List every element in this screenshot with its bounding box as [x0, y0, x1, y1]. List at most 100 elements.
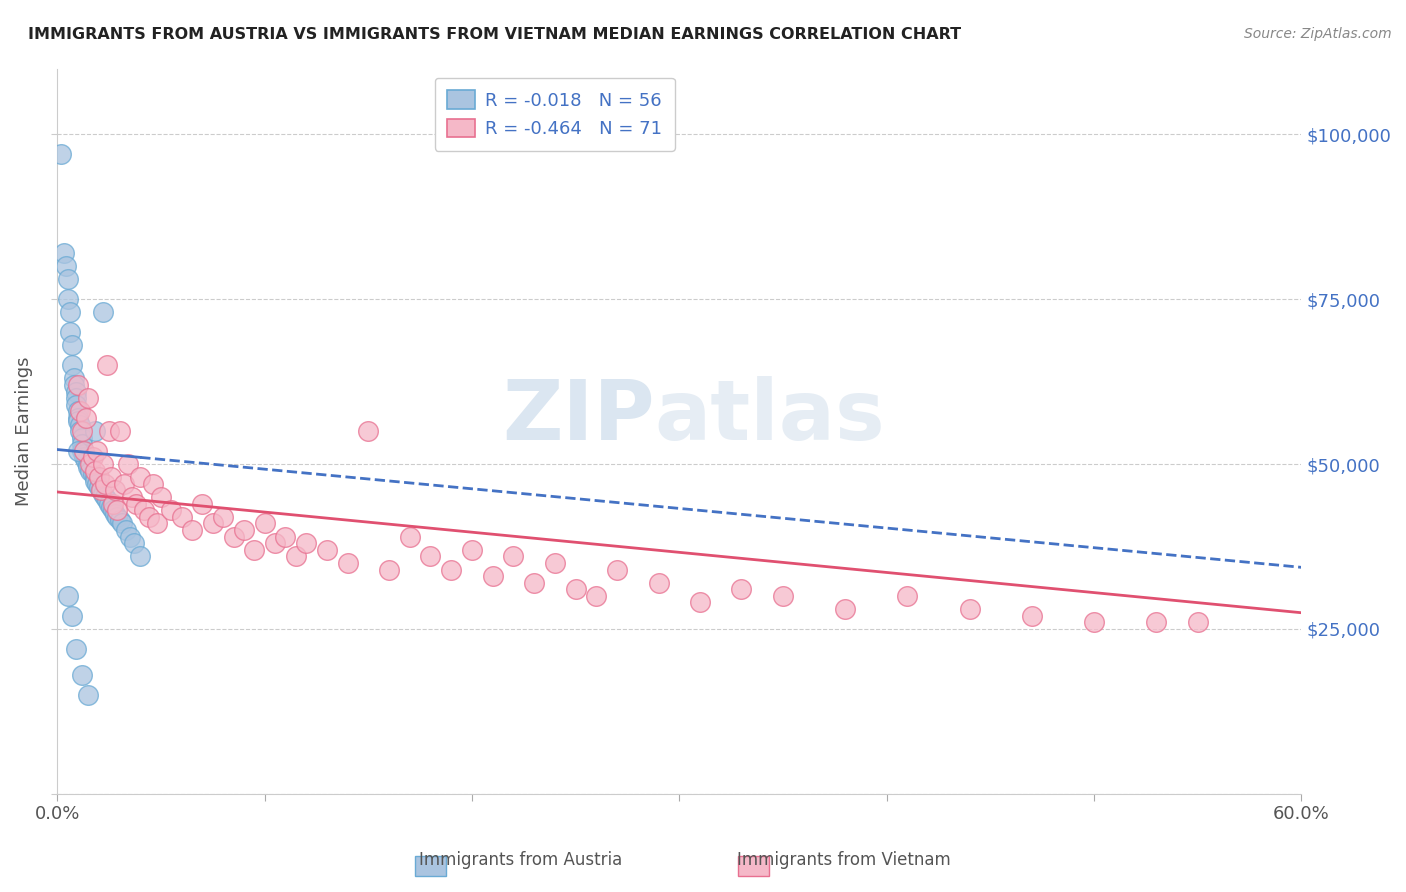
Point	[82, 467, 104, 481]
Point	[70, 437, 93, 451]
Point	[104, 483, 127, 498]
Point	[83, 464, 105, 478]
Point	[63, 371, 86, 385]
Point	[103, 497, 125, 511]
Point	[98, 497, 121, 511]
Point	[647, 575, 669, 590]
Point	[181, 523, 204, 537]
Point	[83, 470, 105, 484]
Point	[253, 516, 276, 531]
Point	[67, 443, 90, 458]
Point	[502, 549, 524, 564]
Point	[67, 414, 90, 428]
Point	[67, 411, 90, 425]
Point	[772, 589, 794, 603]
Point	[91, 457, 114, 471]
Point	[86, 443, 108, 458]
Point	[65, 384, 87, 399]
Point	[336, 556, 359, 570]
Point	[212, 509, 235, 524]
Point	[91, 487, 114, 501]
Point	[77, 460, 100, 475]
Legend: R = -0.018   N = 56, R = -0.464   N = 71: R = -0.018 N = 56, R = -0.464 N = 71	[434, 78, 675, 151]
Point	[69, 424, 91, 438]
Point	[65, 391, 87, 405]
Point	[896, 589, 918, 603]
Point	[56, 292, 79, 306]
Point	[107, 503, 129, 517]
Point	[108, 424, 131, 438]
Point	[523, 575, 546, 590]
Text: IMMIGRANTS FROM AUSTRIA VS IMMIGRANTS FROM VIETNAM MEDIAN EARNINGS CORRELATION C: IMMIGRANTS FROM AUSTRIA VS IMMIGRANTS FR…	[28, 27, 962, 42]
Point	[146, 516, 169, 531]
Point	[90, 483, 112, 498]
Point	[59, 305, 82, 319]
Point	[55, 260, 77, 274]
Point	[63, 378, 86, 392]
Point	[83, 474, 105, 488]
Point	[82, 450, 104, 465]
Point	[125, 497, 148, 511]
Point	[398, 530, 420, 544]
Point	[70, 424, 93, 438]
Point	[834, 602, 856, 616]
Point	[357, 424, 380, 438]
Point	[149, 490, 172, 504]
Point	[243, 542, 266, 557]
Point	[1021, 608, 1043, 623]
Point	[96, 493, 118, 508]
Point	[134, 503, 156, 517]
Point	[461, 542, 484, 557]
Point	[52, 246, 75, 260]
Point	[94, 476, 117, 491]
Point	[103, 503, 125, 517]
Point	[129, 470, 152, 484]
Point	[67, 404, 90, 418]
Point	[65, 398, 87, 412]
Point	[107, 509, 129, 524]
Point	[77, 457, 100, 471]
Point	[96, 358, 118, 372]
Point	[191, 497, 214, 511]
Point	[73, 443, 96, 458]
Point	[122, 536, 145, 550]
Point	[70, 668, 93, 682]
Point	[114, 523, 136, 537]
Point	[59, 325, 82, 339]
Text: atlas: atlas	[654, 376, 886, 457]
Point	[1083, 615, 1105, 630]
Point	[564, 582, 586, 597]
Point	[77, 688, 100, 702]
Text: Immigrants from Vietnam: Immigrants from Vietnam	[737, 851, 950, 869]
Point	[1187, 615, 1209, 630]
Point	[112, 476, 135, 491]
Point	[69, 404, 91, 418]
Point	[110, 516, 132, 531]
Point	[73, 447, 96, 461]
Point	[315, 542, 337, 557]
Point	[108, 513, 131, 527]
Point	[1144, 615, 1167, 630]
Point	[70, 443, 93, 458]
Point	[121, 490, 143, 504]
Point	[585, 589, 607, 603]
Point	[83, 424, 105, 438]
Point	[67, 378, 90, 392]
Point	[274, 530, 297, 544]
Point	[440, 562, 463, 576]
Point	[79, 457, 101, 471]
Point	[75, 411, 97, 425]
Point	[98, 424, 121, 438]
Point	[295, 536, 318, 550]
Point	[689, 595, 711, 609]
Point	[201, 516, 224, 531]
Point	[100, 500, 122, 514]
Point	[606, 562, 628, 576]
Point	[118, 530, 141, 544]
Point	[79, 464, 101, 478]
Point	[90, 483, 112, 498]
Point	[65, 641, 87, 656]
Point	[75, 454, 97, 468]
Point	[264, 536, 287, 550]
Point	[378, 562, 401, 576]
